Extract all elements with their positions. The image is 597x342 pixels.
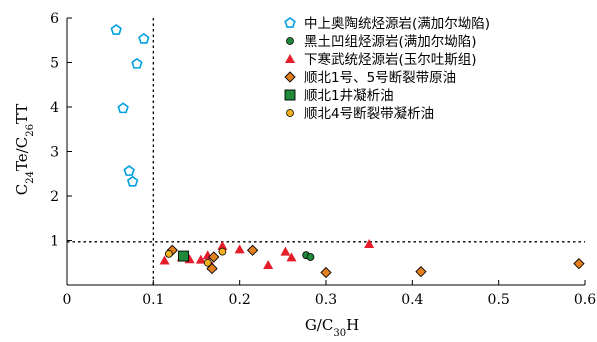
data-point-circle (306, 253, 315, 261)
data-point-pentagon-open (131, 57, 143, 69)
x-tick-label: 0.3 (315, 292, 337, 308)
data-point-triangle (364, 239, 375, 249)
data-points (110, 24, 585, 279)
data-point-triangle (280, 246, 291, 256)
legend-marker (284, 17, 296, 28)
x-axis-ticks: 0 0.1 0.2 0.3 0.4 0.5 0.6 (63, 280, 596, 308)
y-axis-ticks: 1 2 3 4 5 6 (50, 11, 72, 250)
data-point-diamond (208, 251, 220, 263)
x-tick-label: 0 (63, 292, 72, 308)
data-point-triangle (263, 259, 274, 269)
data-point-triangle (195, 254, 206, 264)
data-point-pentagon-open (138, 32, 150, 44)
x-tick-label: 0.2 (229, 292, 251, 308)
data-point-pentagon-open (123, 165, 135, 176)
x-tick-label: 0.4 (401, 292, 423, 308)
data-point-diamond (573, 258, 585, 270)
legend-marker (285, 54, 295, 63)
legend-item: 中上奥陶统烃源岩(满加尔坳陷) (284, 15, 490, 32)
legend-marker (284, 71, 296, 83)
legend-marker (286, 109, 294, 117)
x-tick-label: 0.5 (488, 292, 510, 308)
data-point-square (178, 250, 190, 262)
y-tick-label: 5 (50, 56, 59, 72)
data-point-circle (203, 258, 212, 267)
x-tick-label: 0.6 (574, 292, 596, 308)
legend-label: 黑土凹组烃源岩(满加尔坳陷) (304, 34, 477, 50)
legend-label: 下寒武统烃源岩(玉尔吐斯组) (304, 51, 477, 68)
data-point-circle (164, 249, 173, 258)
data-point-triangle (234, 244, 245, 254)
y-tick-label: 2 (50, 189, 59, 205)
data-point-triangle (217, 240, 228, 250)
data-point-diamond (246, 244, 259, 256)
series-3 (159, 239, 375, 271)
legend: 中上奥陶统烃源岩(满加尔坳陷) 黑土凹组烃源岩(满加尔坳陷)下寒武统烃源岩(玉尔吐… (284, 15, 490, 122)
legend-item: 黑土凹组烃源岩(满加尔坳陷) (286, 34, 477, 50)
y-tick-label: 4 (50, 100, 59, 116)
legend-marker (284, 89, 296, 101)
y-tick-label: 3 (50, 145, 59, 161)
legend-label: 中上奥陶统烃源岩(满加尔坳陷) (304, 15, 490, 32)
y-tick-label: 1 (50, 234, 59, 250)
x-axis-title: G/C30H (305, 316, 359, 339)
y-tick-label: 6 (50, 11, 59, 27)
data-point-triangle (159, 255, 170, 265)
data-point-diamond (320, 266, 332, 279)
data-point-triangle (286, 252, 297, 262)
series-6 (164, 247, 227, 267)
data-point-pentagon-open (110, 24, 122, 35)
legend-item: 顺北4号断裂带凝析油 (286, 106, 434, 122)
data-point-pentagon-open (126, 175, 139, 187)
data-point-diamond (415, 266, 427, 278)
legend-label: 顺北4号断裂带凝析油 (304, 106, 434, 122)
series-2 (302, 251, 315, 261)
legend-marker (286, 37, 294, 45)
legend-item: 顺北1号、5号断裂带原油 (284, 70, 456, 86)
legend-item: 下寒武统烃源岩(玉尔吐斯组) (285, 51, 477, 68)
axis-titles: G/C30H C24Te/C26TT (13, 104, 359, 339)
series-5 (178, 250, 190, 262)
series-4 (166, 244, 585, 279)
legend-item: 顺北1井凝析油 (284, 88, 394, 104)
legend-label: 顺北1井凝析油 (304, 88, 394, 104)
data-point-pentagon-open (117, 102, 129, 114)
series-1 (110, 24, 150, 187)
data-point-circle (218, 247, 227, 256)
y-axis-title: C24Te/C26TT (13, 104, 36, 196)
reference-lines (67, 18, 585, 285)
legend-label: 顺北1号、5号断裂带原油 (304, 70, 456, 86)
x-tick-label: 0.1 (142, 292, 164, 308)
